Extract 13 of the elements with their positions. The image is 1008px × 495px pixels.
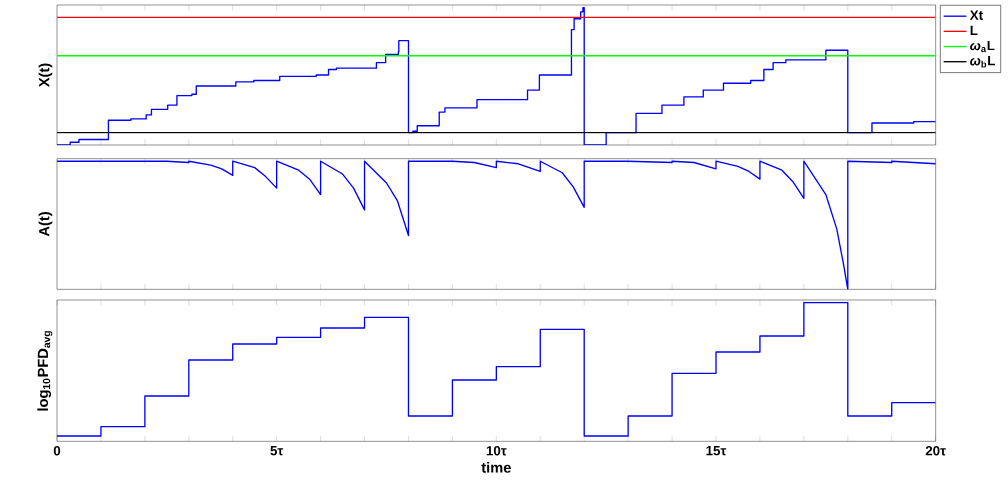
x-tick-label: 10τ: [486, 446, 507, 456]
y-axis-title: log$_{10}$PFD$_{avg}$: [37, 331, 53, 411]
legend-label: ω$_{b}$L: [970, 56, 995, 68]
x-tick-label: 5τ: [270, 446, 284, 456]
x-tick-label: 0: [53, 446, 61, 456]
y-axis-title: A(t): [38, 212, 53, 237]
x-tick-label: 20τ: [925, 446, 946, 456]
y-axis-title: X(t): [38, 63, 53, 88]
x-tick-label: 15τ: [706, 446, 727, 456]
x-axis-title: time: [481, 461, 511, 473]
ref-line-label: ω$_{a}$L: [970, 40, 995, 53]
legend-label: L: [970, 25, 978, 35]
legend-label: Xt: [969, 10, 983, 20]
